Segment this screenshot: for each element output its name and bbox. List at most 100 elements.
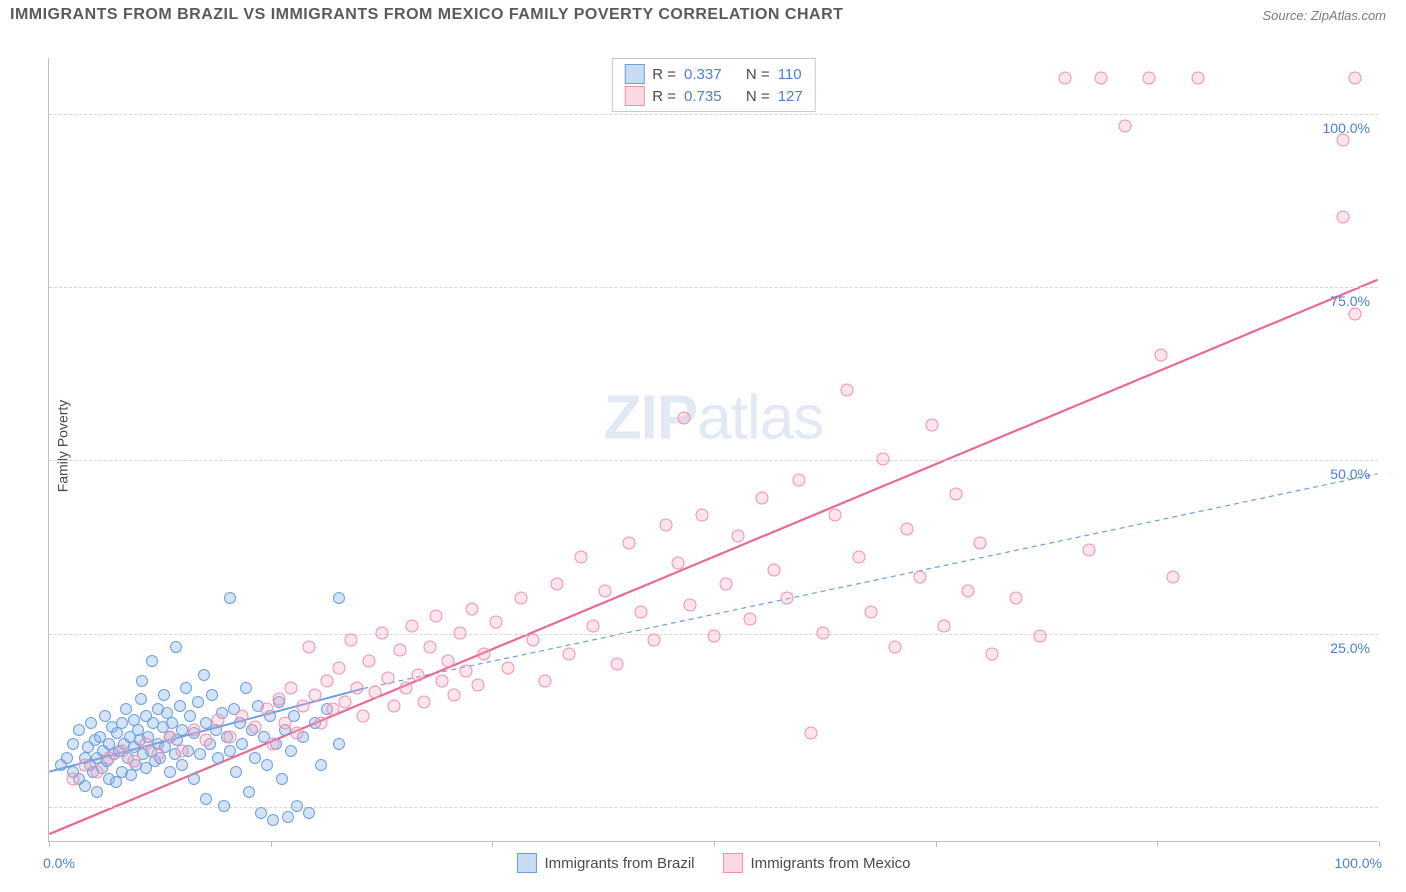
gridline <box>49 114 1378 115</box>
data-point-brazil <box>240 682 252 694</box>
data-point-brazil <box>198 669 210 681</box>
data-point-mexico <box>550 578 563 591</box>
y-tick-label: 100.0% <box>1323 120 1370 136</box>
data-point-mexico <box>188 724 201 737</box>
legend-item-mexico: Immigrants from Mexico <box>723 853 911 873</box>
data-point-mexico <box>562 647 575 660</box>
data-point-mexico <box>599 585 612 598</box>
data-point-mexico <box>345 633 358 646</box>
data-point-mexico <box>151 748 164 761</box>
data-point-mexico <box>1155 349 1168 362</box>
data-point-mexico <box>804 727 817 740</box>
data-point-mexico <box>212 713 225 726</box>
data-point-mexico <box>1082 543 1095 556</box>
legend-label-mexico: Immigrants from Mexico <box>751 855 911 872</box>
data-point-brazil <box>261 759 273 771</box>
data-point-mexico <box>756 491 769 504</box>
data-point-mexico <box>454 626 467 639</box>
data-point-mexico <box>405 619 418 632</box>
r-value-brazil: 0.337 <box>684 66 722 83</box>
data-point-mexico <box>1010 592 1023 605</box>
data-point-brazil <box>67 738 79 750</box>
data-point-brazil <box>276 773 288 785</box>
data-point-brazil <box>180 682 192 694</box>
data-point-mexico <box>949 488 962 501</box>
data-point-brazil <box>135 693 147 705</box>
x-tick <box>1157 841 1158 847</box>
legend-series: Immigrants from Brazil Immigrants from M… <box>516 853 910 873</box>
swatch-blue <box>516 853 536 873</box>
data-point-mexico <box>780 592 793 605</box>
data-point-brazil <box>249 752 261 764</box>
r-value-mexico: 0.735 <box>684 88 722 105</box>
swatch-blue <box>624 64 644 84</box>
data-point-brazil <box>230 766 242 778</box>
data-point-brazil <box>73 724 85 736</box>
data-point-mexico <box>611 658 624 671</box>
data-point-mexico <box>671 557 684 570</box>
data-point-mexico <box>720 578 733 591</box>
data-point-mexico <box>744 612 757 625</box>
data-point-mexico <box>732 529 745 542</box>
data-point-mexico <box>429 609 442 622</box>
data-point-mexico <box>435 675 448 688</box>
x-tick <box>492 841 493 847</box>
data-point-mexico <box>538 675 551 688</box>
data-point-mexico <box>284 682 297 695</box>
gridline <box>49 460 1378 461</box>
data-point-mexico <box>974 536 987 549</box>
data-point-mexico <box>889 640 902 653</box>
data-point-mexico <box>411 668 424 681</box>
data-point-mexico <box>961 585 974 598</box>
data-point-mexico <box>865 606 878 619</box>
data-point-brazil <box>136 675 148 687</box>
data-point-mexico <box>828 508 841 521</box>
data-point-mexico <box>315 717 328 730</box>
legend-row-mexico: R = 0.735 N = 127 <box>624 85 802 107</box>
data-point-mexico <box>375 626 388 639</box>
data-point-mexico <box>448 689 461 702</box>
data-point-mexico <box>67 772 80 785</box>
data-point-mexico <box>127 755 140 768</box>
data-point-mexico <box>1348 71 1361 84</box>
source-label: Source: ZipAtlas.com <box>1262 8 1386 23</box>
data-point-mexico <box>1119 120 1132 133</box>
data-point-mexico <box>1143 71 1156 84</box>
data-point-brazil <box>194 748 206 760</box>
data-point-brazil <box>192 696 204 708</box>
data-point-mexico <box>369 685 382 698</box>
data-point-mexico <box>339 696 352 709</box>
data-point-mexico <box>163 730 176 743</box>
data-point-mexico <box>514 592 527 605</box>
data-point-brazil <box>243 786 255 798</box>
data-point-brazil <box>110 776 122 788</box>
data-point-mexico <box>1348 307 1361 320</box>
y-tick-label: 75.0% <box>1330 293 1370 309</box>
data-point-mexico <box>1191 71 1204 84</box>
data-point-mexico <box>302 640 315 653</box>
data-point-brazil <box>91 786 103 798</box>
chart-title: IMMIGRANTS FROM BRAZIL VS IMMIGRANTS FRO… <box>10 6 843 24</box>
swatch-pink <box>723 853 743 873</box>
data-point-brazil <box>303 807 315 819</box>
r-label: R = <box>652 88 676 105</box>
data-point-mexico <box>575 550 588 563</box>
data-point-mexico <box>278 717 291 730</box>
y-tick-label: 50.0% <box>1330 466 1370 482</box>
data-point-mexico <box>925 418 938 431</box>
data-point-brazil <box>224 592 236 604</box>
data-point-mexico <box>333 661 346 674</box>
x-tick <box>1379 841 1380 847</box>
data-point-mexico <box>224 730 237 743</box>
data-point-mexico <box>236 710 249 723</box>
data-point-mexico <box>260 703 273 716</box>
gridline <box>49 287 1378 288</box>
data-point-mexico <box>103 751 116 764</box>
data-point-brazil <box>85 717 97 729</box>
data-point-mexico <box>272 692 285 705</box>
legend-item-brazil: Immigrants from Brazil <box>516 853 694 873</box>
data-point-brazil <box>125 769 137 781</box>
data-point-mexico <box>381 671 394 684</box>
data-point-mexico <box>417 696 430 709</box>
data-point-brazil <box>158 689 170 701</box>
